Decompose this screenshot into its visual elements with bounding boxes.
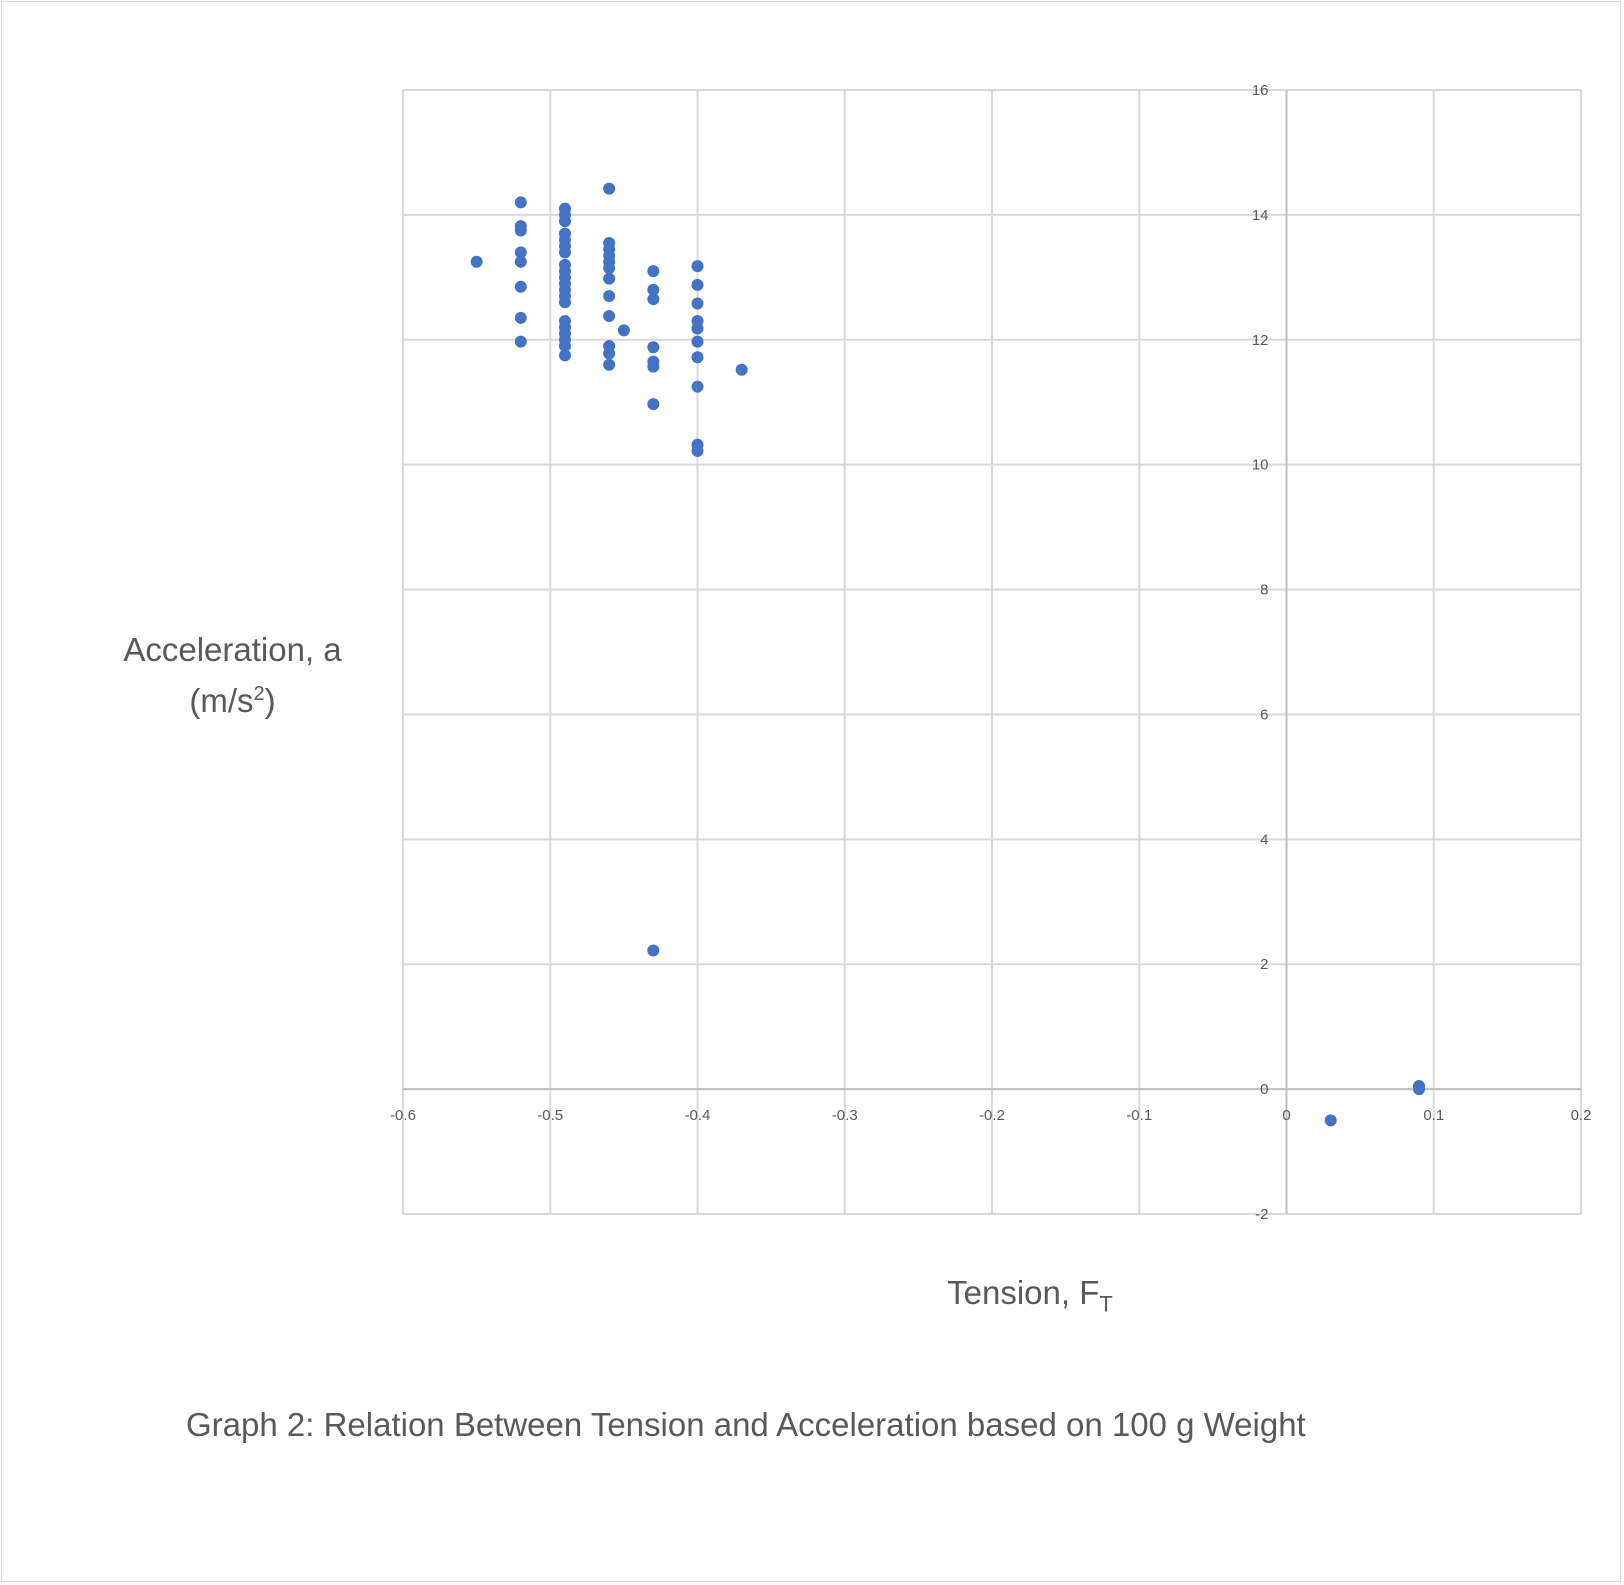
data-point: [647, 265, 660, 278]
y-axis-title-line1: Acceleration, a: [123, 631, 342, 668]
data-point: [514, 311, 527, 324]
data-point: [514, 255, 527, 268]
y-axis-title-line2: (m/s2): [189, 682, 276, 719]
y-tick-label: 16: [1252, 82, 1269, 99]
y-tick-label: 10: [1252, 457, 1269, 474]
data-point: [691, 351, 704, 364]
data-point: [514, 196, 527, 209]
data-point: [514, 224, 527, 237]
y-tick-label: -2: [1255, 1206, 1268, 1223]
x-tick-labels: -0.6 -0.5 -0.4 -0.3 -0.2 -0.1 0 0.1 0.2: [390, 1107, 1591, 1124]
x-tick-label: -0.6: [390, 1107, 416, 1124]
y-tick-label: 4: [1260, 831, 1268, 848]
grid-lines: [402, 89, 1582, 1215]
data-points: [470, 182, 1426, 1127]
y-tick-label: 14: [1252, 207, 1269, 224]
data-point: [470, 255, 483, 268]
data-point: [603, 272, 616, 285]
data-point: [647, 944, 660, 957]
data-point: [558, 215, 571, 228]
x-tick-label: -0.2: [979, 1107, 1005, 1124]
data-point: [1324, 1114, 1337, 1127]
data-point: [514, 280, 527, 293]
x-tick-label: 0: [1282, 1107, 1290, 1124]
y-axis-title: Acceleration, a (m/s2): [80, 628, 385, 723]
axes: [403, 90, 1581, 1214]
x-tick-label: -0.1: [1126, 1107, 1152, 1124]
data-point: [691, 260, 704, 273]
data-point: [647, 341, 660, 354]
data-point: [558, 246, 571, 259]
data-point: [647, 283, 660, 296]
data-point: [691, 278, 704, 291]
graph-caption: Graph 2: Relation Between Tension and Ac…: [186, 1406, 1306, 1443]
y-tick-labels: -2 0 2 4 6 8 10 12 14 16: [1252, 82, 1269, 1223]
data-point: [603, 347, 616, 360]
data-point: [617, 324, 630, 337]
data-point: [558, 340, 571, 353]
data-point: [603, 261, 616, 274]
x-tick-label: 0.2: [1571, 1107, 1592, 1124]
data-point: [1413, 1083, 1426, 1096]
data-point: [558, 296, 571, 309]
x-tick-label: 0.1: [1423, 1107, 1444, 1124]
data-point: [691, 335, 704, 348]
data-point: [514, 246, 527, 259]
y-tick-label: 12: [1252, 332, 1269, 349]
data-point: [691, 380, 704, 393]
x-tick-label: -0.5: [537, 1107, 563, 1124]
data-point: [514, 335, 527, 348]
data-point: [603, 310, 616, 323]
y-tick-label: 0: [1260, 1081, 1268, 1098]
data-point: [647, 293, 660, 306]
data-point: [735, 363, 748, 376]
data-point: [558, 349, 571, 362]
data-point: [691, 444, 704, 457]
data-point: [647, 398, 660, 411]
x-tick-label: -0.3: [832, 1107, 858, 1124]
data-point: [603, 358, 616, 371]
y-tick-label: 2: [1260, 956, 1268, 973]
data-point: [691, 297, 704, 310]
data-point: [647, 360, 660, 373]
data-point: [691, 322, 704, 335]
x-axis-title: Tension, FT: [947, 1274, 1113, 1317]
data-point: [603, 182, 616, 195]
y-tick-label: 6: [1260, 706, 1268, 723]
x-tick-label: -0.4: [685, 1107, 711, 1124]
y-tick-label: 8: [1260, 582, 1268, 599]
data-point: [603, 290, 616, 303]
